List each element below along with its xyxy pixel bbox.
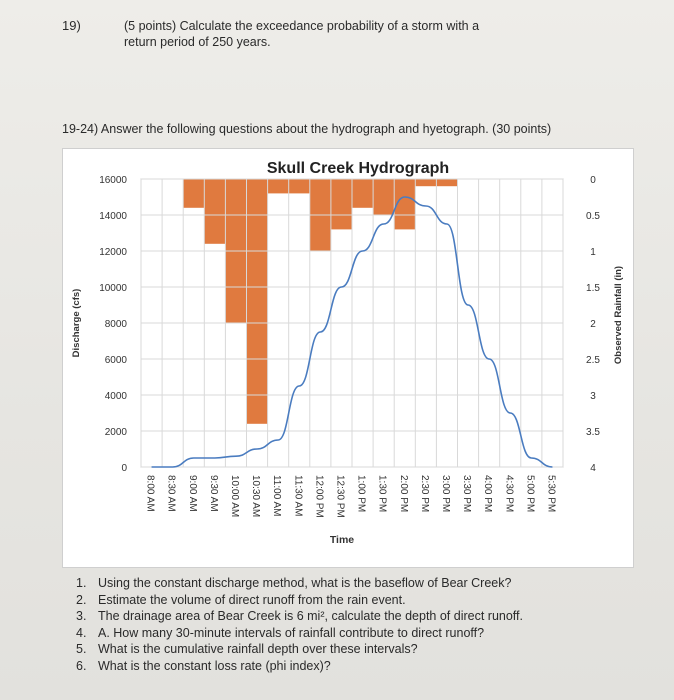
discharge-line bbox=[151, 196, 553, 468]
question-item-number: 4. bbox=[76, 625, 87, 640]
x-tick-label: 3:30 PM bbox=[461, 475, 472, 512]
rainfall-bar bbox=[183, 179, 205, 208]
question-item: 1. Using the constant discharge method, w… bbox=[76, 575, 523, 592]
question-item-text: The drainage area of Bear Creek is 6 mi²… bbox=[98, 609, 523, 623]
question-number: 19) bbox=[62, 18, 81, 33]
hydrograph-svg: 0 2000 4000 6000 8000 10000 12000 14000 16000 0 0.… bbox=[71, 160, 624, 546]
x-tick-label: 3:00 PM bbox=[440, 475, 451, 512]
question-item-number: 6. bbox=[76, 658, 87, 673]
y2-axis-label: Observed Rainfall (in) bbox=[613, 266, 624, 364]
question-item-text: A. How many 30-minute intervals of rainf… bbox=[98, 625, 485, 640]
x-tick-label: 4:00 PM bbox=[482, 475, 493, 512]
question-item: 6. What is the constant loss rate (phi in… bbox=[76, 658, 523, 675]
x-tick-label: 1:00 PM bbox=[356, 475, 367, 512]
rainfall-bar bbox=[204, 179, 226, 244]
question-item-text: Estimate the volume of direct runoff fro… bbox=[98, 592, 406, 607]
x-tick-label: 8:30 AM bbox=[166, 475, 177, 512]
y2-tick-label: 0.5 bbox=[586, 211, 600, 222]
x-tick-label: 2:30 PM bbox=[419, 475, 430, 512]
question-item-text: Using the constant discharge method, wha… bbox=[98, 576, 512, 590]
y-tick-label: 12000 bbox=[99, 247, 127, 258]
x-tick-label: 4:30 PM bbox=[503, 475, 514, 512]
question-text-line-1: (5 points) Calculate the exceedance prob… bbox=[124, 19, 480, 33]
question-item-number: 5. bbox=[76, 642, 87, 656]
y2-tick-label: 4 bbox=[590, 463, 596, 474]
y-tick-label: 8000 bbox=[105, 319, 128, 330]
y-tick-label: 4000 bbox=[105, 391, 128, 402]
question-item: 2. Estimate the volume of direct runoff f… bbox=[76, 592, 523, 609]
y-tick-label: 0 bbox=[121, 463, 127, 474]
question-item-number: 1. bbox=[76, 576, 87, 590]
x-tick-label: 10:00 AM bbox=[229, 475, 240, 517]
y2-tick-label: 0 bbox=[590, 175, 596, 186]
y-tick-label: 6000 bbox=[105, 355, 128, 366]
question-item-text: What is the constant loss rate (phi inde… bbox=[98, 658, 331, 673]
question-item: 5. What is the cumulative rainfall depth … bbox=[76, 641, 523, 658]
section-heading: 19-24) Answer the following questions ab… bbox=[62, 122, 552, 136]
question-text: (5 points) Calculate the exceedance prob… bbox=[124, 18, 544, 50]
x-tick-label: 11:30 AM bbox=[292, 475, 303, 517]
rainfall-bar bbox=[394, 179, 416, 230]
rainfall-bar bbox=[373, 179, 395, 215]
x-axis-label: Time bbox=[330, 534, 354, 546]
x-tick-label: 10:30 AM bbox=[250, 475, 261, 517]
x-tick-label: 1:30 PM bbox=[377, 475, 388, 512]
question-item-number: 2. bbox=[76, 592, 87, 607]
question-list: 1. Using the constant discharge method, w… bbox=[76, 575, 523, 674]
y2-tick-label: 1 bbox=[590, 247, 596, 258]
question-item: 4. A. How many 30-minute intervals of rai… bbox=[76, 625, 523, 642]
rainfall-bar bbox=[436, 179, 458, 187]
y2-tick-label: 3 bbox=[590, 391, 596, 402]
rainfall-bar bbox=[246, 179, 268, 424]
y-tick-label: 14000 bbox=[99, 211, 127, 222]
question-item: 3. The drainage area of Bear Creek is 6 m… bbox=[76, 608, 523, 625]
x-tick-label: 9:30 AM bbox=[208, 475, 219, 512]
hydrograph-chart: 0 2000 4000 6000 8000 10000 12000 14000 16000 0 0.… bbox=[62, 148, 634, 568]
rainfall-bar bbox=[267, 179, 289, 194]
y2-tick-label: 2 bbox=[590, 319, 596, 330]
y-tick-label: 10000 bbox=[99, 283, 127, 294]
x-tick-label: 12:00 PM bbox=[313, 475, 324, 518]
y-axis-label: Discharge (cfs) bbox=[71, 289, 82, 358]
rainfall-bar bbox=[288, 179, 310, 194]
x-tick-label: 9:00 AM bbox=[187, 475, 198, 512]
question-item-text: What is the cumulative rainfall depth ov… bbox=[98, 642, 418, 656]
x-tick-label: 2:00 PM bbox=[398, 475, 409, 512]
question-item-number: 3. bbox=[76, 609, 87, 623]
y2-tick-label: 3.5 bbox=[586, 427, 600, 438]
x-tick-label: 11:00 AM bbox=[271, 475, 282, 517]
x-tick-label: 5:30 PM bbox=[545, 475, 556, 512]
chart-title: Skull Creek Hydrograph bbox=[267, 160, 449, 177]
x-tick-label: 5:00 PM bbox=[524, 475, 535, 512]
y-tick-label: 16000 bbox=[99, 175, 127, 186]
y2-tick-label: 2.5 bbox=[586, 355, 600, 366]
question-text-line-2: return period of 250 years. bbox=[124, 35, 271, 49]
y-tick-label: 2000 bbox=[105, 427, 128, 438]
rainfall-bar bbox=[330, 179, 352, 230]
rainfall-bar bbox=[352, 179, 374, 208]
y2-tick-label: 1.5 bbox=[586, 283, 600, 294]
rainfall-bar bbox=[415, 179, 437, 187]
x-tick-label: 12:30 PM bbox=[334, 475, 345, 518]
x-tick-label: 8:00 AM bbox=[145, 475, 156, 512]
